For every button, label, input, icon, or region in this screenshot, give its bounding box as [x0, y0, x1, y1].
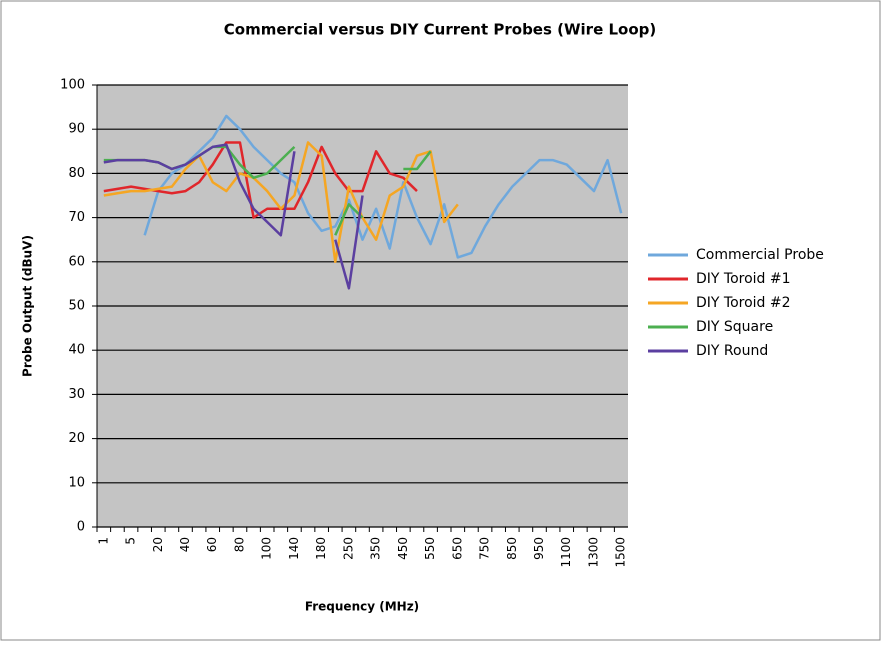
x-tick-label: 1300 — [586, 537, 600, 568]
y-tick-label: 90 — [68, 122, 85, 137]
series-line — [103, 143, 364, 290]
x-tick-label: 1500 — [614, 537, 628, 568]
x-tick-label: 250 — [341, 537, 355, 560]
y-tick-label: 80 — [68, 166, 85, 181]
y-tick-label: 20 — [68, 431, 85, 446]
x-axis-label: Frequency (MHz) — [305, 600, 419, 614]
x-tick-label: 950 — [532, 537, 546, 560]
legend-label: DIY Toroid #1 — [696, 271, 791, 287]
y-tick-label: 10 — [68, 475, 85, 490]
series-line — [103, 141, 418, 219]
x-tick-label: 80 — [232, 537, 246, 552]
x-tick-label: 140 — [287, 537, 301, 560]
x-tick-label: 5 — [124, 537, 138, 545]
x-tick-label: 650 — [450, 537, 464, 560]
y-tick-label: 40 — [68, 343, 85, 358]
y-tick-label: 60 — [68, 254, 85, 269]
x-tick-label: 1 — [96, 537, 110, 545]
y-tick-label: 0 — [77, 520, 85, 535]
y-tick-label: 100 — [60, 78, 85, 93]
legend-label: Commercial Probe — [696, 247, 824, 263]
x-tick-label: 100 — [260, 537, 274, 560]
x-tick-label: 750 — [478, 537, 492, 560]
y-tick-label: 70 — [68, 210, 85, 225]
legend-label: DIY Toroid #2 — [696, 295, 791, 311]
x-tick-label: 450 — [396, 537, 410, 560]
x-tick-label: 20 — [151, 537, 165, 552]
y-tick-label: 30 — [68, 387, 85, 402]
x-tick-label: 60 — [205, 537, 219, 552]
x-tick-label: 350 — [369, 537, 383, 560]
legend-label: DIY Round — [696, 343, 768, 359]
x-tick-label: 550 — [423, 537, 437, 560]
legend-label: DIY Square — [696, 319, 773, 335]
x-tick-label: 850 — [505, 537, 519, 560]
x-tick-label: 40 — [178, 537, 192, 552]
y-axis-label: Probe Output (dBuV) — [21, 235, 35, 377]
chart-title: Commercial versus DIY Current Probes (Wi… — [224, 21, 656, 39]
x-tick-label: 1100 — [559, 537, 573, 568]
series-line — [103, 141, 459, 264]
x-tick-label: 180 — [314, 537, 328, 560]
y-tick-label: 50 — [68, 299, 85, 314]
series-line — [143, 114, 623, 259]
